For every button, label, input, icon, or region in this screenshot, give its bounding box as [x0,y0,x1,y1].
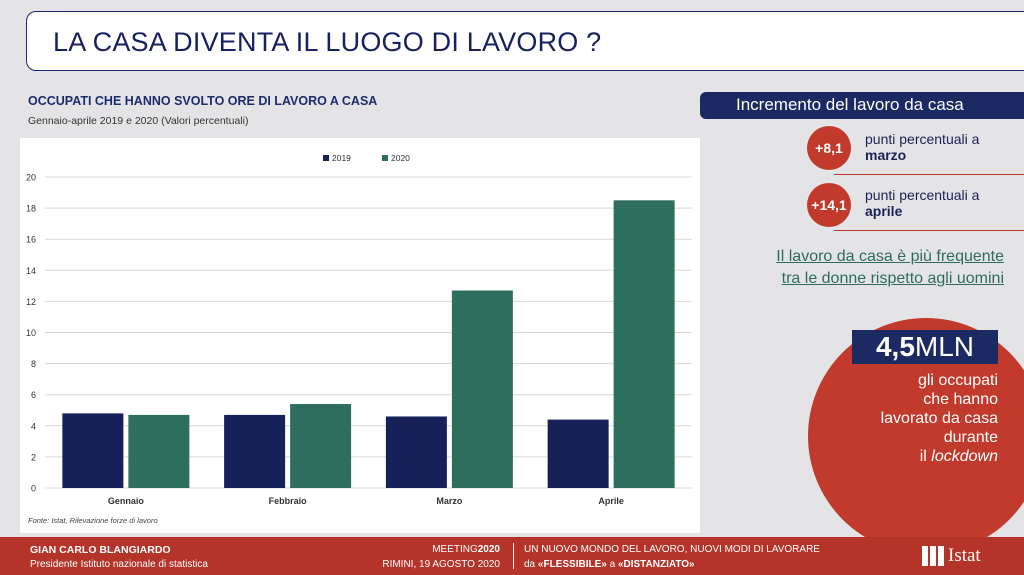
topic-word: a [606,559,618,570]
lockdown-line: il [919,448,932,465]
y-tick-label: 2 [31,452,36,462]
meeting-label: MEETING2020 [360,544,500,555]
y-tick-label: 4 [31,421,36,431]
legend-label: 2019 [332,153,351,163]
x-tick-label: Gennaio [108,496,145,506]
speaker-role: Presidente Istituto nazionale di statist… [30,559,208,570]
y-tick-label: 20 [26,173,36,183]
footer-bar: GIAN CARLO BLANGIARDO Presidente Istitut… [0,537,1024,575]
april-increment-badge: +14,1 [807,183,851,227]
bar-2019-febbraio [224,414,286,488]
y-tick-label: 14 [26,266,36,276]
istat-logo-text: Istat [948,545,981,566]
divider-line [834,174,1024,175]
women-note-line2: tra le donne rispetto agli uomini [781,270,1004,287]
title-box: LA CASA DIVENTA IL LUOGO DI LAVORO ? [26,11,1024,71]
march-increment-text: punti percentuali a marzo [865,131,979,163]
lockdown-line: durante [943,429,998,446]
lockdown-italic: lockdown [931,448,998,465]
women-note: Il lavoro da casa è più frequente tra le… [704,246,1004,290]
bar-2019-aprile [547,419,609,488]
march-month: marzo [865,147,907,163]
chart-heading: OCCUPATI CHE HANNO SVOLTO ORE DI LAVORO … [28,94,378,108]
bar-2019-marzo [385,416,447,488]
bar-2020-gennaio [128,414,190,488]
topic-line2: da «FLESSIBILE» a «DISTANZIATO» [524,559,695,570]
lockdown-text: gli occupati che hanno lavorato da casa … [830,371,998,466]
topic-line1: UN NUOVO MONDO DEL LAVORO, NUOVI MODI DI… [524,544,820,555]
meeting-place-date: RIMINI, 19 AGOSTO 2020 [382,559,500,570]
lockdown-line: lavorato da casa [880,410,998,427]
increment-title: Incremento del lavoro da casa [736,95,964,114]
x-tick-label: Marzo [436,496,463,506]
april-increment-label: punti percentuali a [865,187,980,203]
x-tick-label: Febbraio [269,496,308,506]
topic-word: «FLESSIBILE» [537,559,607,570]
women-note-line1: Il lavoro da casa è più frequente [776,248,1004,265]
y-tick-label: 6 [31,390,36,400]
april-increment-text: punti percentuali a aprile [865,187,979,219]
x-tick-label: Aprile [598,496,624,506]
lockdown-number: 4,5 [875,331,915,362]
lockdown-number-badge: 4,5MLN [852,330,998,364]
divider-line [834,230,1024,231]
y-tick-label: 16 [26,235,36,245]
istat-logo-icon [922,546,944,566]
y-tick-label: 0 [31,484,36,494]
march-increment-label: punti percentuali a [865,131,980,147]
y-tick-label: 8 [31,359,36,369]
topic-word: «DISTANZIATO» [617,559,695,570]
y-tick-label: 12 [26,297,36,307]
page-title: LA CASA DIVENTA IL LUOGO DI LAVORO ? [53,27,602,57]
chart-panel: 0 2 4 6 8 10 12 14 16 18 20 Gennaio Febbraio Marzo Apr… [20,138,700,533]
legend-swatch-2019 [323,155,329,161]
bar-chart: 0 2 4 6 8 10 12 14 16 18 20 Gennaio Febbraio Marzo Apr… [26,153,692,506]
bar-2020-febbraio [290,404,352,488]
bar-2019-gennaio [62,413,124,488]
footer-divider [513,543,514,569]
april-month: aprile [865,203,903,219]
march-increment-badge: +8,1 [807,126,851,170]
legend-swatch-2020 [382,155,388,161]
y-tick-label: 18 [26,204,36,214]
bar-2020-marzo [451,290,513,488]
speaker-name: GIAN CARLO BLANGIARDO [30,544,171,556]
meeting-year: 2020 [477,544,500,555]
bar-2020-aprile [613,200,675,488]
lockdown-unit: MLN [914,331,975,362]
meeting-prefix: MEETING [432,544,478,555]
source-note: Fonte: Istat, Rilevazione forze di lavor… [28,516,158,525]
legend-label: 2020 [391,153,410,163]
lockdown-line: che hanno [923,391,998,408]
y-tick-label: 10 [26,328,36,338]
chart-subheading: Gennaio-aprile 2019 e 2020 (Valori perce… [28,115,249,127]
increment-header: Incremento del lavoro da casa [700,92,1024,119]
istat-logo: Istat [922,545,981,567]
lockdown-line: gli occupati [917,372,998,389]
topic-word: da [524,559,538,570]
